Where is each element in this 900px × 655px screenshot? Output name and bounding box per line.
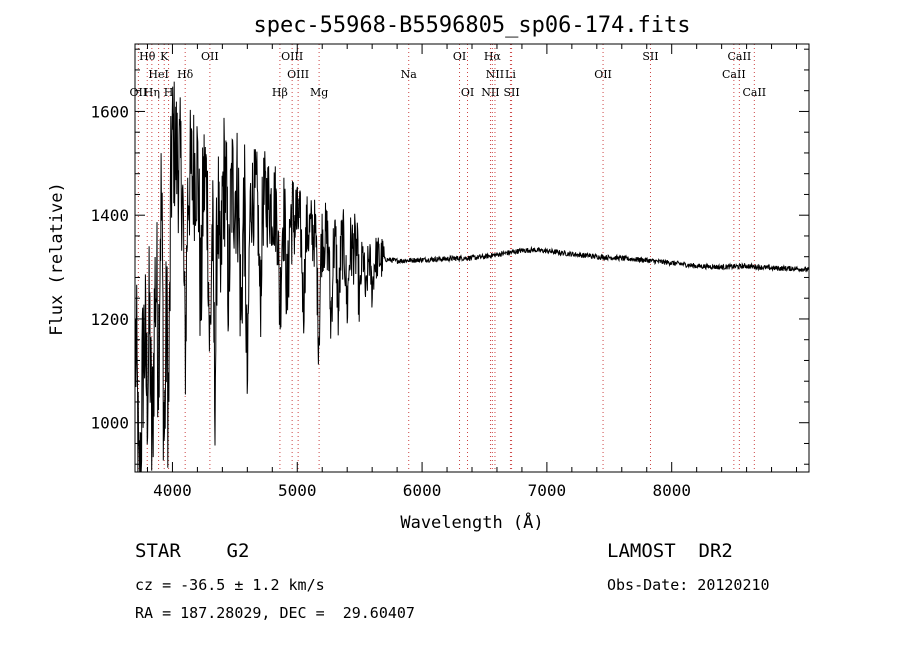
- survey-name: LAMOST DR2: [607, 540, 733, 562]
- x-tick-label: 6000: [403, 481, 442, 500]
- line-marker-label: Hθ: [139, 50, 156, 63]
- line-marker-label: OIII: [287, 68, 309, 81]
- line-marker-label: Na: [401, 68, 418, 81]
- obs-date: Obs-Date: 20120210: [607, 576, 770, 594]
- redshift-text: cz = -36.5 ± 1.2 km/s: [135, 576, 325, 594]
- line-marker-label: Hη: [144, 86, 160, 99]
- line-marker-label: K: [160, 50, 169, 63]
- spectrum-line: [135, 81, 810, 473]
- y-tick-label: 1000: [90, 414, 129, 433]
- line-marker-label: HeI: [148, 68, 168, 81]
- line-marker-label: NII: [481, 86, 499, 99]
- x-tick-label: 5000: [278, 481, 317, 500]
- line-marker-label: CaII: [742, 86, 766, 99]
- chart-title: spec-55968-B5596805_sp06-174.fits: [253, 13, 690, 38]
- x-tick-label: 7000: [528, 481, 567, 500]
- line-marker-label: Hβ: [272, 86, 288, 99]
- x-tick-label: 8000: [652, 481, 691, 500]
- y-tick-label: 1600: [90, 102, 129, 121]
- line-marker-label: SII: [503, 86, 519, 99]
- line-marker-label: CaII: [722, 68, 746, 81]
- object-class: STAR G2: [135, 540, 250, 562]
- line-marker-label: OII: [201, 50, 219, 63]
- line-marker-label: SII: [642, 50, 658, 63]
- x-axis-label: Wavelength (Å): [400, 511, 543, 533]
- axis-ticks-layer: 4000 5000 6000 7000 8000 1000 1200 1400 1600: [90, 44, 809, 500]
- line-marker-label: CaII: [728, 50, 752, 63]
- spectrum-layer: [135, 81, 810, 473]
- line-marker-label: Hδ: [177, 68, 194, 81]
- line-marker-label: Li: [505, 68, 516, 81]
- line-marker-label: NII: [486, 68, 504, 81]
- line-marker-label: OII: [130, 86, 148, 99]
- coordinates-text: RA = 187.28029, DEC = 29.60407: [135, 604, 415, 622]
- line-marker-label: Mg: [310, 86, 328, 99]
- y-tick-label: 1400: [90, 206, 129, 225]
- x-tick-label: 4000: [153, 481, 192, 500]
- line-marker-label: OIII: [281, 50, 303, 63]
- line-marker-label: H: [164, 86, 174, 99]
- line-marker-label: OI: [461, 86, 474, 99]
- line-marker-label: OI: [453, 50, 466, 63]
- y-axis-label: Flux (relative): [47, 182, 67, 336]
- line-marker-label: Hα: [484, 50, 502, 63]
- y-tick-label: 1200: [90, 310, 129, 329]
- line-marker-label: OII: [594, 68, 612, 81]
